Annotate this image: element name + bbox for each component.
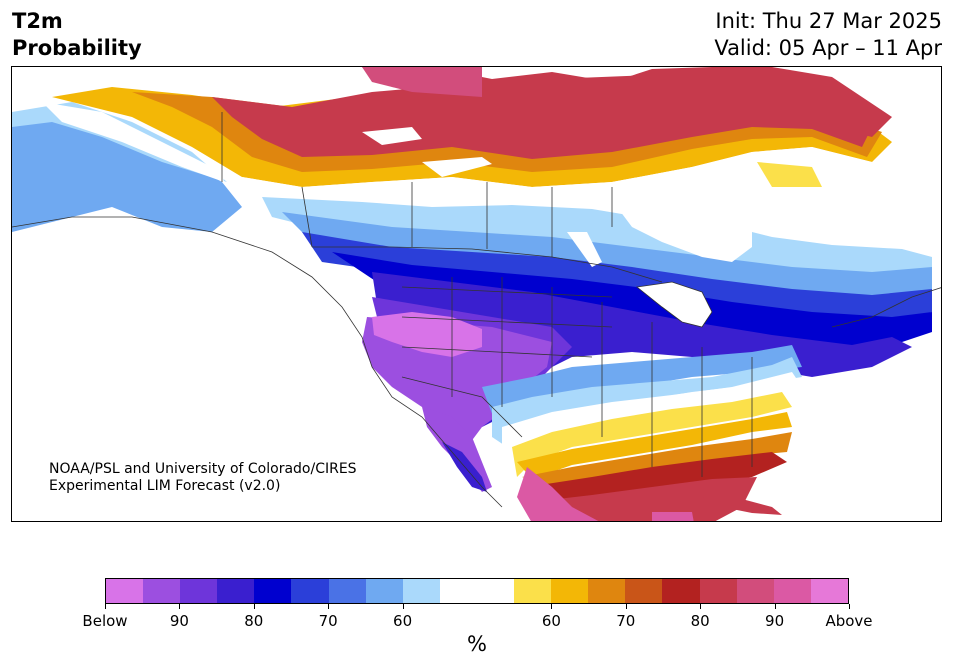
colorbar-tick xyxy=(179,604,181,609)
colorbar-segment xyxy=(662,579,700,603)
colorbar-segment xyxy=(180,579,218,603)
great-lakes xyxy=(636,281,713,328)
map-panel xyxy=(11,66,942,522)
colorbar-ticks: Below 90 80 70 60 60 70 80 90 Above xyxy=(0,604,954,634)
southeast-yellow xyxy=(512,392,792,477)
yucatan xyxy=(652,512,694,521)
mexico-east-pink xyxy=(517,467,599,521)
colorbar-segment xyxy=(217,579,255,603)
southeast-red xyxy=(527,452,787,507)
colorbar-segment xyxy=(588,579,626,603)
forecast-map xyxy=(12,67,941,521)
alaska-below-region xyxy=(12,107,242,232)
colorbar-tick-label: 60 xyxy=(541,612,561,630)
coastline xyxy=(12,216,941,508)
colorbar-segment xyxy=(773,579,811,603)
colorbar-segment xyxy=(106,579,144,603)
lake-winnipeg xyxy=(567,232,602,267)
colorbar-segment xyxy=(736,579,774,603)
colorbar-tick xyxy=(625,604,627,609)
alaska-white-band xyxy=(42,102,224,182)
colorbar-tick xyxy=(402,604,404,609)
colorbar-unit: % xyxy=(467,632,487,656)
credit-line-2: Experimental LIM Forecast (v2.0) xyxy=(49,478,281,494)
arctic-islands xyxy=(362,67,892,137)
colorbar-segment xyxy=(476,579,515,603)
colorbar-segment xyxy=(810,579,848,603)
colorbar-segment xyxy=(365,579,403,603)
colorbar-segment xyxy=(402,579,440,603)
great-bear-lake xyxy=(422,157,492,177)
colorbar-segment xyxy=(439,579,477,603)
probability-shading xyxy=(12,67,932,521)
credit-line-1: NOAA/PSL and University of Colorado/CIRE… xyxy=(49,461,357,477)
colorbar-segment xyxy=(514,579,552,603)
colorbar-tick-label: 70 xyxy=(318,612,338,630)
colorbar-segment xyxy=(551,579,589,603)
cuba xyxy=(702,497,782,515)
us-west-purple xyxy=(362,317,552,447)
colorbar-tick xyxy=(849,604,850,609)
arctic-pink xyxy=(362,67,482,97)
boundary-lines xyxy=(12,112,941,508)
water-bodies xyxy=(362,127,752,328)
map-title: T2m Probability xyxy=(12,8,142,62)
colorbar-tick-label: 80 xyxy=(690,612,710,630)
variable-label: T2m xyxy=(12,9,63,33)
init-date: Init: Thu 27 Mar 2025 xyxy=(715,9,942,33)
colorbar-segment xyxy=(699,579,737,603)
southeast-orange xyxy=(522,432,792,487)
colorbar-tick-label: Above xyxy=(825,612,873,630)
province-lines xyxy=(301,182,613,257)
colorbar-segment xyxy=(254,579,292,603)
us-west-strong-below xyxy=(372,312,482,357)
southeast-gold xyxy=(517,412,792,479)
canada-mid-blue xyxy=(302,232,932,327)
hudson-bay xyxy=(612,187,752,262)
colorbar-tick-label: 60 xyxy=(393,612,413,630)
colorbar-tick xyxy=(774,604,776,609)
canada-sky-band xyxy=(282,212,932,302)
credit-text: NOAA/PSL and University of Colorado/CIRE… xyxy=(49,461,357,495)
valid-date: Valid: 05 Apr – 11 Apr xyxy=(714,36,942,60)
state-lines xyxy=(401,277,753,477)
canada-deep-blue xyxy=(332,252,932,352)
south-blue-transition xyxy=(482,345,802,427)
colorbar-tick-label: 80 xyxy=(244,612,264,630)
canada-pale-blue-band xyxy=(262,197,932,282)
colorbar-tick-label: 70 xyxy=(616,612,636,630)
colorbar-segment xyxy=(625,579,663,603)
colorbar-segment xyxy=(328,579,366,603)
colorbar-segment xyxy=(143,579,181,603)
us-canada-border xyxy=(312,246,663,283)
colorbar-tick xyxy=(700,604,702,609)
colorbar-tick-label: 90 xyxy=(169,612,189,630)
labrador-yellow xyxy=(757,162,822,187)
forecast-dates: Init: Thu 27 Mar 2025 Valid: 05 Apr – 11… xyxy=(714,8,942,62)
great-slave-lake xyxy=(362,127,422,145)
colorbar-tick xyxy=(105,604,106,609)
us-mexico-border xyxy=(401,376,523,438)
southeast-crimson xyxy=(532,477,757,521)
colorbar-tick xyxy=(551,604,553,609)
probability-colorbar xyxy=(105,578,849,604)
colorbar-tick-label: Below xyxy=(82,612,128,630)
colorbar-tick xyxy=(328,604,330,609)
canada-neutral-zone xyxy=(242,147,932,247)
south-pale-transition xyxy=(492,357,802,447)
colorbar-tick xyxy=(253,604,255,609)
south-neutral-transition xyxy=(502,372,802,462)
colorbar-segment xyxy=(291,579,329,603)
colorbar-tick-label: 90 xyxy=(765,612,785,630)
product-label: Probability xyxy=(12,36,142,60)
